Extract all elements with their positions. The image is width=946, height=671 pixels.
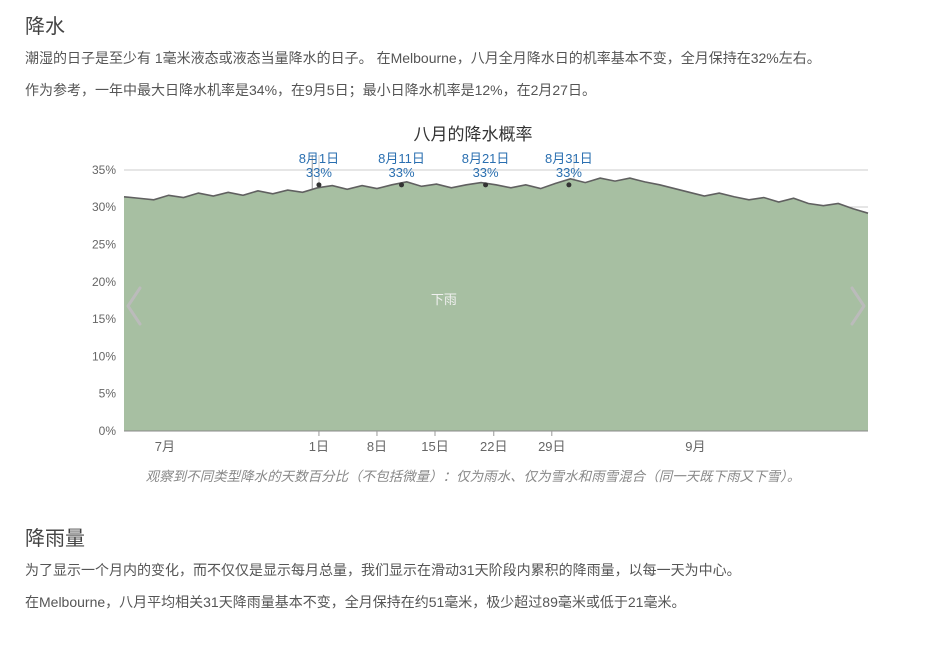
precip-section-title: 降水 xyxy=(25,10,921,39)
chevron-left-icon xyxy=(120,284,148,328)
svg-text:8日: 8日 xyxy=(367,439,387,454)
chart-prev-button[interactable] xyxy=(120,284,148,328)
svg-text:7月: 7月 xyxy=(155,439,175,454)
svg-text:9月: 9月 xyxy=(685,439,705,454)
svg-text:下雨: 下雨 xyxy=(431,292,457,307)
svg-text:0%: 0% xyxy=(99,424,117,438)
chart-box: 0%5%10%15%20%25%30%35%现在下雨7月9月1日8日15日22日… xyxy=(68,151,878,461)
chevron-right-icon xyxy=(844,284,872,328)
svg-text:29日: 29日 xyxy=(538,439,565,454)
svg-text:10%: 10% xyxy=(92,349,116,363)
svg-text:22日: 22日 xyxy=(480,439,507,454)
svg-text:30%: 30% xyxy=(92,200,116,214)
chart-next-button[interactable] xyxy=(844,284,872,328)
svg-text:33%: 33% xyxy=(306,165,332,180)
precip-para-1: 潮湿的日子是至少有 1毫米液态或液态当量降水的日子。 在Melbourne，八月… xyxy=(25,47,921,69)
svg-text:35%: 35% xyxy=(92,163,116,177)
svg-text:20%: 20% xyxy=(92,275,116,289)
svg-text:1日: 1日 xyxy=(309,439,329,454)
precip-para-2: 作为参考，一年中最大日降水机率是34%，在9月5日；最小日降水机率是12%，在2… xyxy=(25,79,921,101)
svg-text:33%: 33% xyxy=(473,165,499,180)
chart-caption: 观察到不同类型降水的天数百分比（不包括微量）：仅为雨水、仅为雪水和雨雪混合（同一… xyxy=(103,467,843,488)
svg-text:33%: 33% xyxy=(388,165,414,180)
rainfall-para-1: 为了显示一个月内的变化，而不仅仅是显示每月总量，我们显示在滑动31天阶段内累积的… xyxy=(25,559,921,581)
svg-text:8月31日: 8月31日 xyxy=(545,151,593,166)
svg-text:15日: 15日 xyxy=(421,439,448,454)
svg-text:25%: 25% xyxy=(92,237,116,251)
svg-text:8月1日: 8月1日 xyxy=(299,151,339,166)
precip-chart-container: 八月的降水概率 0%5%10%15%20%25%30%35%现在下雨7月9月1日… xyxy=(68,120,878,488)
chart-title: 八月的降水概率 xyxy=(68,120,878,145)
svg-text:8月11日: 8月11日 xyxy=(378,151,425,166)
svg-text:15%: 15% xyxy=(92,312,116,326)
rainfall-para-2: 在Melbourne，八月平均相关31天降雨量基本不变，全月保持在约51毫米，极… xyxy=(25,591,921,613)
svg-text:5%: 5% xyxy=(99,386,117,400)
svg-text:33%: 33% xyxy=(556,165,582,180)
svg-text:8月21日: 8月21日 xyxy=(462,151,510,166)
precip-chart-svg: 0%5%10%15%20%25%30%35%现在下雨7月9月1日8日15日22日… xyxy=(68,151,878,461)
rainfall-section-title: 降雨量 xyxy=(25,522,921,551)
